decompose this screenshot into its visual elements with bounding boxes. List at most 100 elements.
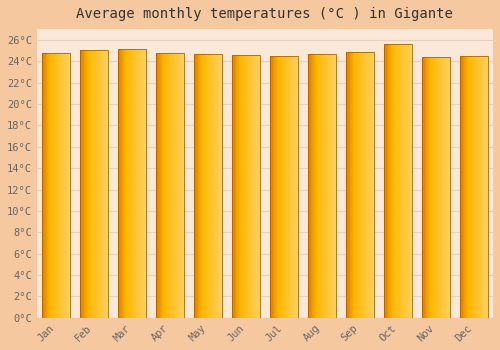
Bar [274,56,275,318]
Bar [319,54,320,318]
Bar [44,52,45,318]
Bar [332,54,333,318]
Bar [317,54,318,318]
Bar [54,52,56,318]
Bar [118,49,146,318]
Bar [96,50,98,318]
Bar [243,55,244,318]
Bar [320,54,321,318]
Bar [164,52,166,318]
Bar [64,52,65,318]
Bar [367,51,368,318]
Bar [280,56,281,318]
Bar [282,56,283,318]
Bar [363,51,364,318]
Bar [346,51,374,318]
Bar [485,56,486,318]
Bar [477,56,478,318]
Bar [349,51,350,318]
Bar [293,56,294,318]
Bar [437,57,438,318]
Bar [209,54,210,318]
Bar [80,50,81,318]
Bar [128,49,129,318]
Bar [258,55,259,318]
Bar [163,52,164,318]
Bar [430,57,431,318]
Bar [308,54,309,318]
Bar [460,56,488,318]
Bar [202,54,203,318]
Bar [180,52,182,318]
Bar [69,52,70,318]
Bar [283,56,284,318]
Bar [99,50,100,318]
Bar [479,56,480,318]
Bar [410,44,411,318]
Bar [354,51,355,318]
Bar [216,54,217,318]
Bar [364,51,365,318]
Bar [159,52,160,318]
Bar [156,52,157,318]
Bar [253,55,254,318]
Bar [315,54,316,318]
Bar [296,56,297,318]
Bar [141,49,142,318]
Bar [365,51,366,318]
Bar [362,51,363,318]
Bar [468,56,469,318]
Bar [194,54,195,318]
Bar [292,56,293,318]
Bar [158,52,159,318]
Bar [428,57,429,318]
Bar [482,56,483,318]
Bar [321,54,322,318]
Bar [275,56,276,318]
Bar [176,52,178,318]
Bar [484,56,485,318]
Bar [49,52,50,318]
Bar [247,55,248,318]
Bar [389,44,390,318]
Bar [100,50,102,318]
Bar [98,50,99,318]
Bar [245,55,246,318]
Bar [409,44,410,318]
Bar [270,56,271,318]
Bar [214,54,215,318]
Bar [122,49,124,318]
Bar [237,55,238,318]
Bar [350,51,351,318]
Bar [221,54,222,318]
Bar [132,49,133,318]
Bar [471,56,472,318]
Bar [424,57,425,318]
Bar [278,56,279,318]
Bar [140,49,141,318]
Bar [384,44,385,318]
Bar [326,54,327,318]
Bar [259,55,260,318]
Bar [422,57,423,318]
Bar [83,50,84,318]
Bar [124,49,125,318]
Bar [183,52,184,318]
Bar [346,51,347,318]
Bar [466,56,467,318]
Bar [102,50,103,318]
Bar [294,56,295,318]
Bar [371,51,372,318]
Bar [393,44,394,318]
Bar [240,55,241,318]
Bar [481,56,482,318]
Bar [244,55,245,318]
Bar [50,52,51,318]
Bar [56,52,57,318]
Bar [125,49,126,318]
Bar [461,56,462,318]
Bar [179,52,180,318]
Bar [195,54,196,318]
Bar [399,44,400,318]
Bar [390,44,391,318]
